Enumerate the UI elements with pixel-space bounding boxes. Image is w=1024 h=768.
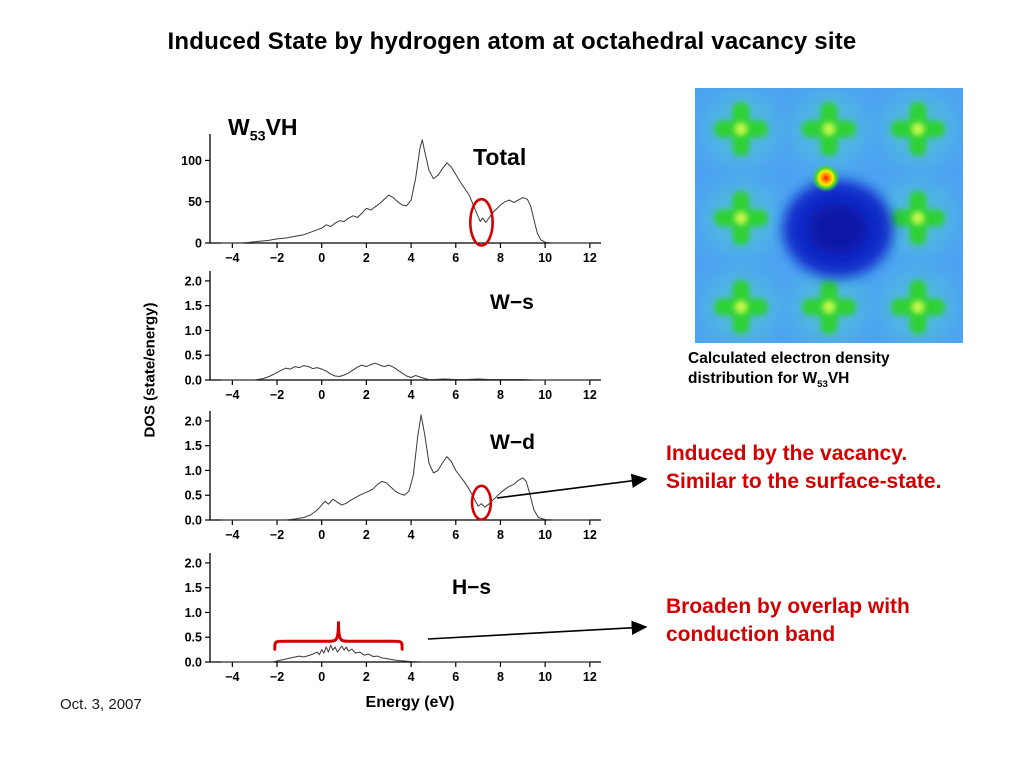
x-tick-label: 2 [363,388,370,402]
x-tick-label: 8 [497,251,504,265]
x-tick-label: 4 [408,388,415,402]
hydrogen-density-spot [812,164,840,192]
slide-title: Induced State by hydrogen atom at octahe… [167,28,857,55]
x-tick-label: −2 [270,670,284,684]
x-tick-label: 10 [538,670,552,684]
y-tick-label: 2.0 [185,274,202,288]
x-tick-label: 0 [318,670,325,684]
chart-w-s-dos: 0.0 0.5 1.0 1.5 2.0 −4 −2 0 2 4 6 8 10 12 [185,271,601,402]
dos-curve [221,139,590,244]
y-tick-label: 0.0 [185,514,202,528]
x-tick-label: −2 [270,251,284,265]
dos-curve [221,644,590,663]
x-tick-label: −2 [270,528,284,542]
x-tick-label: 6 [452,388,459,402]
x-tick-label: 6 [452,670,459,684]
x-tick-label: 4 [408,251,415,265]
x-tick-label: 8 [497,528,504,542]
induced-state-ellipse [470,484,493,521]
chart-total-dos: 0 50 100 −4 −2 0 2 4 6 8 10 12 [181,134,601,265]
x-tick-label: 10 [538,251,552,265]
axis [209,271,601,381]
y-tick-label: 0.5 [185,489,202,503]
y-tick-label: 2.0 [185,556,202,570]
chart-h-s-dos: 0.0 0.5 1.0 1.5 2.0 −4 −2 0 2 4 6 8 10 12 [185,553,601,684]
x-tick-label: 10 [538,388,552,402]
atom-core [734,211,748,225]
atom-core [822,300,836,314]
series-label-h-s: H−s [452,576,492,599]
atom-core [734,122,748,136]
x-tick-label: 4 [408,528,415,542]
x-tick-label: 8 [497,388,504,402]
series-label-w-s: W−s [490,291,534,314]
x-tick-label: 0 [318,528,325,542]
x-tick-label: −2 [270,388,284,402]
y-tick-label: 1.5 [185,439,202,453]
induced-state-ellipse [468,197,494,247]
y-tick-label: 0.5 [185,631,202,645]
y-tick-label: 2.0 [185,414,202,428]
x-tick-label: 6 [452,528,459,542]
energy-axis-label: Energy (eV) [365,694,455,711]
axis [209,411,601,521]
y-tick-label: 100 [181,154,202,168]
slide-date: Oct. 3, 2007 [60,696,142,713]
y-tick-label: 0 [195,237,202,251]
y-tick-label: 50 [188,195,202,209]
x-tick-label: −4 [225,251,239,265]
system-suffix: VH [265,114,298,140]
x-tick-label: 12 [583,251,597,265]
y-tick-label: 0.0 [185,374,202,388]
system-label: W53VH [228,114,298,145]
y-tick-label: 1.0 [185,324,202,338]
x-tick-label: 10 [538,528,552,542]
vacancy-core [808,203,868,255]
x-tick-label: 0 [318,251,325,265]
atom-core [911,300,925,314]
atom-core [734,300,748,314]
x-tick-label: 2 [363,251,370,265]
caption-suffix: VH [827,370,850,388]
atom-core [822,122,836,136]
atom-core [911,122,925,136]
note-induced-by-vacancy: Induced by the vacancy. Similar to the s… [666,442,942,493]
x-tick-label: 12 [583,388,597,402]
x-tick-label: 2 [363,670,370,684]
series-label-w-d: W−d [490,431,535,454]
x-tick-label: 4 [408,670,415,684]
x-tick-label: −4 [225,388,239,402]
caption-subscript: 53 [817,379,828,391]
y-tick-label: 1.0 [185,606,202,620]
y-tick-label: 1.0 [185,464,202,478]
chart-w-d-dos: 0.0 0.5 1.0 1.5 2.0 −4 −2 0 2 4 6 8 10 12 [185,411,601,542]
dos-curve [221,362,590,381]
system-subscript: 53 [249,128,266,145]
y-tick-label: 0.0 [185,656,202,670]
broaden-brace [273,621,404,651]
electron-density-map [695,88,963,343]
x-tick-label: 8 [497,670,504,684]
caption-text: Calculated electron density distribution… [688,350,890,388]
note-broaden-overlap: Broaden by overlap with conduction band [666,595,910,646]
x-tick-label: 0 [318,388,325,402]
x-tick-label: −4 [225,670,239,684]
x-tick-label: 6 [452,251,459,265]
y-tick-label: 1.5 [185,581,202,595]
system-element: W [228,114,250,140]
x-tick-label: 2 [363,528,370,542]
series-label-total: Total [473,144,527,170]
axis [209,134,601,244]
atom-core [911,211,925,225]
y-tick-label: 1.5 [185,299,202,313]
x-tick-label: −4 [225,528,239,542]
y-tick-label: 0.5 [185,349,202,363]
axis [209,553,601,663]
x-tick-label: 12 [583,528,597,542]
x-tick-label: 12 [583,670,597,684]
density-map-caption: Calculated electron density distribution… [688,349,976,392]
